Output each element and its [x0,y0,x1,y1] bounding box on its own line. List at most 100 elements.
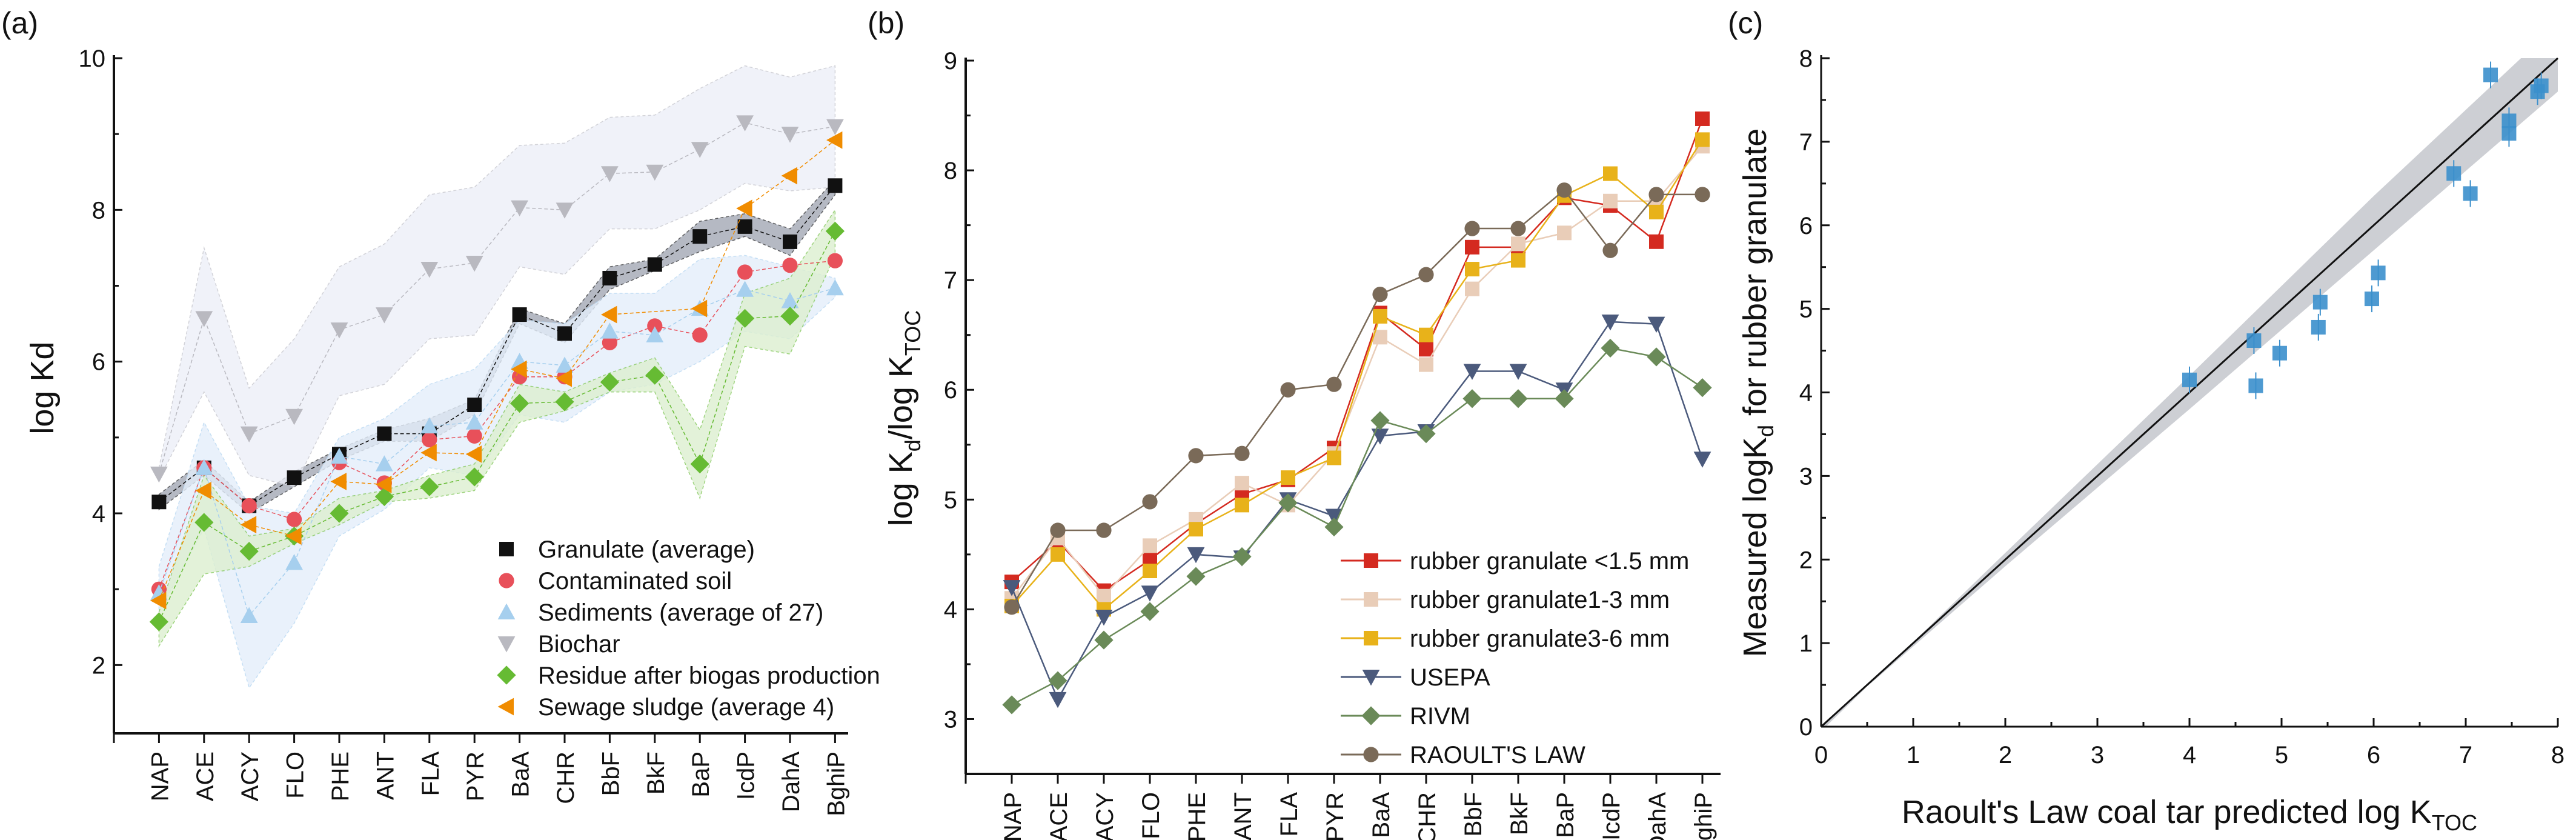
panel-label: (a) [1,6,38,40]
data-point [194,513,214,532]
x-tick-label: FLA [417,752,444,796]
x-tick-label: IcdP [733,752,760,800]
legend-label: USEPA [1410,664,1490,691]
data-point [692,229,708,244]
legend-label: rubber granulate <1.5 mm [1410,548,1689,575]
data-point [420,261,439,278]
data-point [1048,671,1067,690]
data-point [1326,376,1342,392]
x-tick-label: FLO [282,752,309,799]
x-tick-label: 5 [2275,742,2288,768]
x-tick-label: BaP [1552,792,1579,838]
y-tick-label: 7 [944,267,957,294]
data-point [557,326,572,341]
data-point [736,115,754,132]
y-tick-label: 9 [944,48,957,75]
x-tick-label: BkF [643,752,669,795]
x-tick-label: FLO [1138,792,1164,839]
data-point [377,426,392,441]
data-point [645,365,665,385]
x-axis-label-main: Raoult's Law coal tar predicted log K [1902,794,2432,830]
x-tick-label: DahA [778,752,805,812]
series-line [1011,139,1704,611]
y-tick-label: 5 [944,487,957,513]
data-point [1186,567,1206,586]
data-point [1419,342,1433,357]
data-point [1419,357,1433,372]
legend-label: rubber granulate3-6 mm [1410,625,1670,652]
legend-marker [497,636,516,653]
x-axis-label-sub: TOC [2432,810,2477,835]
data-point [1464,221,1480,236]
x-tick-label: 8 [2551,742,2564,768]
data-point [2312,295,2328,310]
data-point [1649,204,1664,219]
x-tick-label: NAP [1000,792,1026,840]
data-point [1648,187,1664,202]
legend-label: RIVM [1410,703,1470,730]
x-tick-label: BbF [1460,792,1487,836]
data-point [2248,378,2263,393]
data-point [1097,588,1111,604]
data-point [781,292,799,308]
x-tick-label: 6 [2367,742,2380,768]
data-point [1601,338,1620,358]
data-point [330,322,348,339]
data-point [2371,265,2386,281]
data-point [1695,187,1710,202]
x-tick-label: ACY [1092,792,1118,840]
data-point [1094,630,1114,650]
y-axis-label-part: log K [883,452,919,526]
data-point [376,455,393,472]
data-point [1649,234,1664,249]
y-tick-label: 8 [92,197,105,224]
legend-label: Granulate (average) [538,536,755,563]
data-point [195,311,213,327]
y-tick-label: 7 [1799,129,1813,156]
data-point [736,281,754,297]
legend-marker [499,573,514,588]
data-point [602,270,617,285]
y-tick-label: 8 [944,158,957,184]
data-point [1509,364,1527,380]
data-point [1647,347,1666,367]
data-point [601,305,617,324]
legend-label: Sediments (average of 27) [538,599,823,626]
legend-label: Sewage sludge (average 4) [538,694,834,721]
data-point [1695,111,1710,126]
data-point [150,466,168,483]
data-point [285,527,302,545]
confidence-band [158,255,836,689]
data-point [287,470,302,485]
y-axis-label: log Kd [24,341,61,434]
panel-a: (a) 2 4 6 8 10 NAP ACE ACY FLO PHE ANT FLA PYR BaA CHR B… [1,6,880,816]
x-tick-label: BaA [508,752,534,798]
legend-marker [1364,631,1378,645]
series-line [1011,347,1703,706]
panel-b: (b) 3 4 5 6 7 8 9 NAP ACE ACY FLO PHE ANT FLA PYR BaA CHR… [868,6,1721,840]
data-point [1416,424,1436,444]
data-point [602,335,618,350]
data-point [782,258,798,273]
data-point [826,279,844,296]
data-point [465,445,482,463]
data-point [781,167,797,185]
data-point [1188,448,1204,464]
data-point [1143,564,1157,579]
data-point [1555,389,1574,408]
data-point [374,487,394,507]
panel-label: (b) [868,6,905,40]
y-axis-label: log Kd/log KTOC [883,310,925,527]
data-point [1049,692,1067,708]
legend-marker [1364,592,1378,607]
data-point [2446,166,2461,181]
series-line [158,231,836,622]
data-point [601,322,619,339]
data-point [1189,522,1203,537]
data-point [2534,78,2549,93]
data-point [465,467,484,487]
y-axis-label-part: TOC [900,310,925,356]
data-point [691,299,708,318]
data-point [737,219,752,234]
data-point [1695,132,1710,147]
